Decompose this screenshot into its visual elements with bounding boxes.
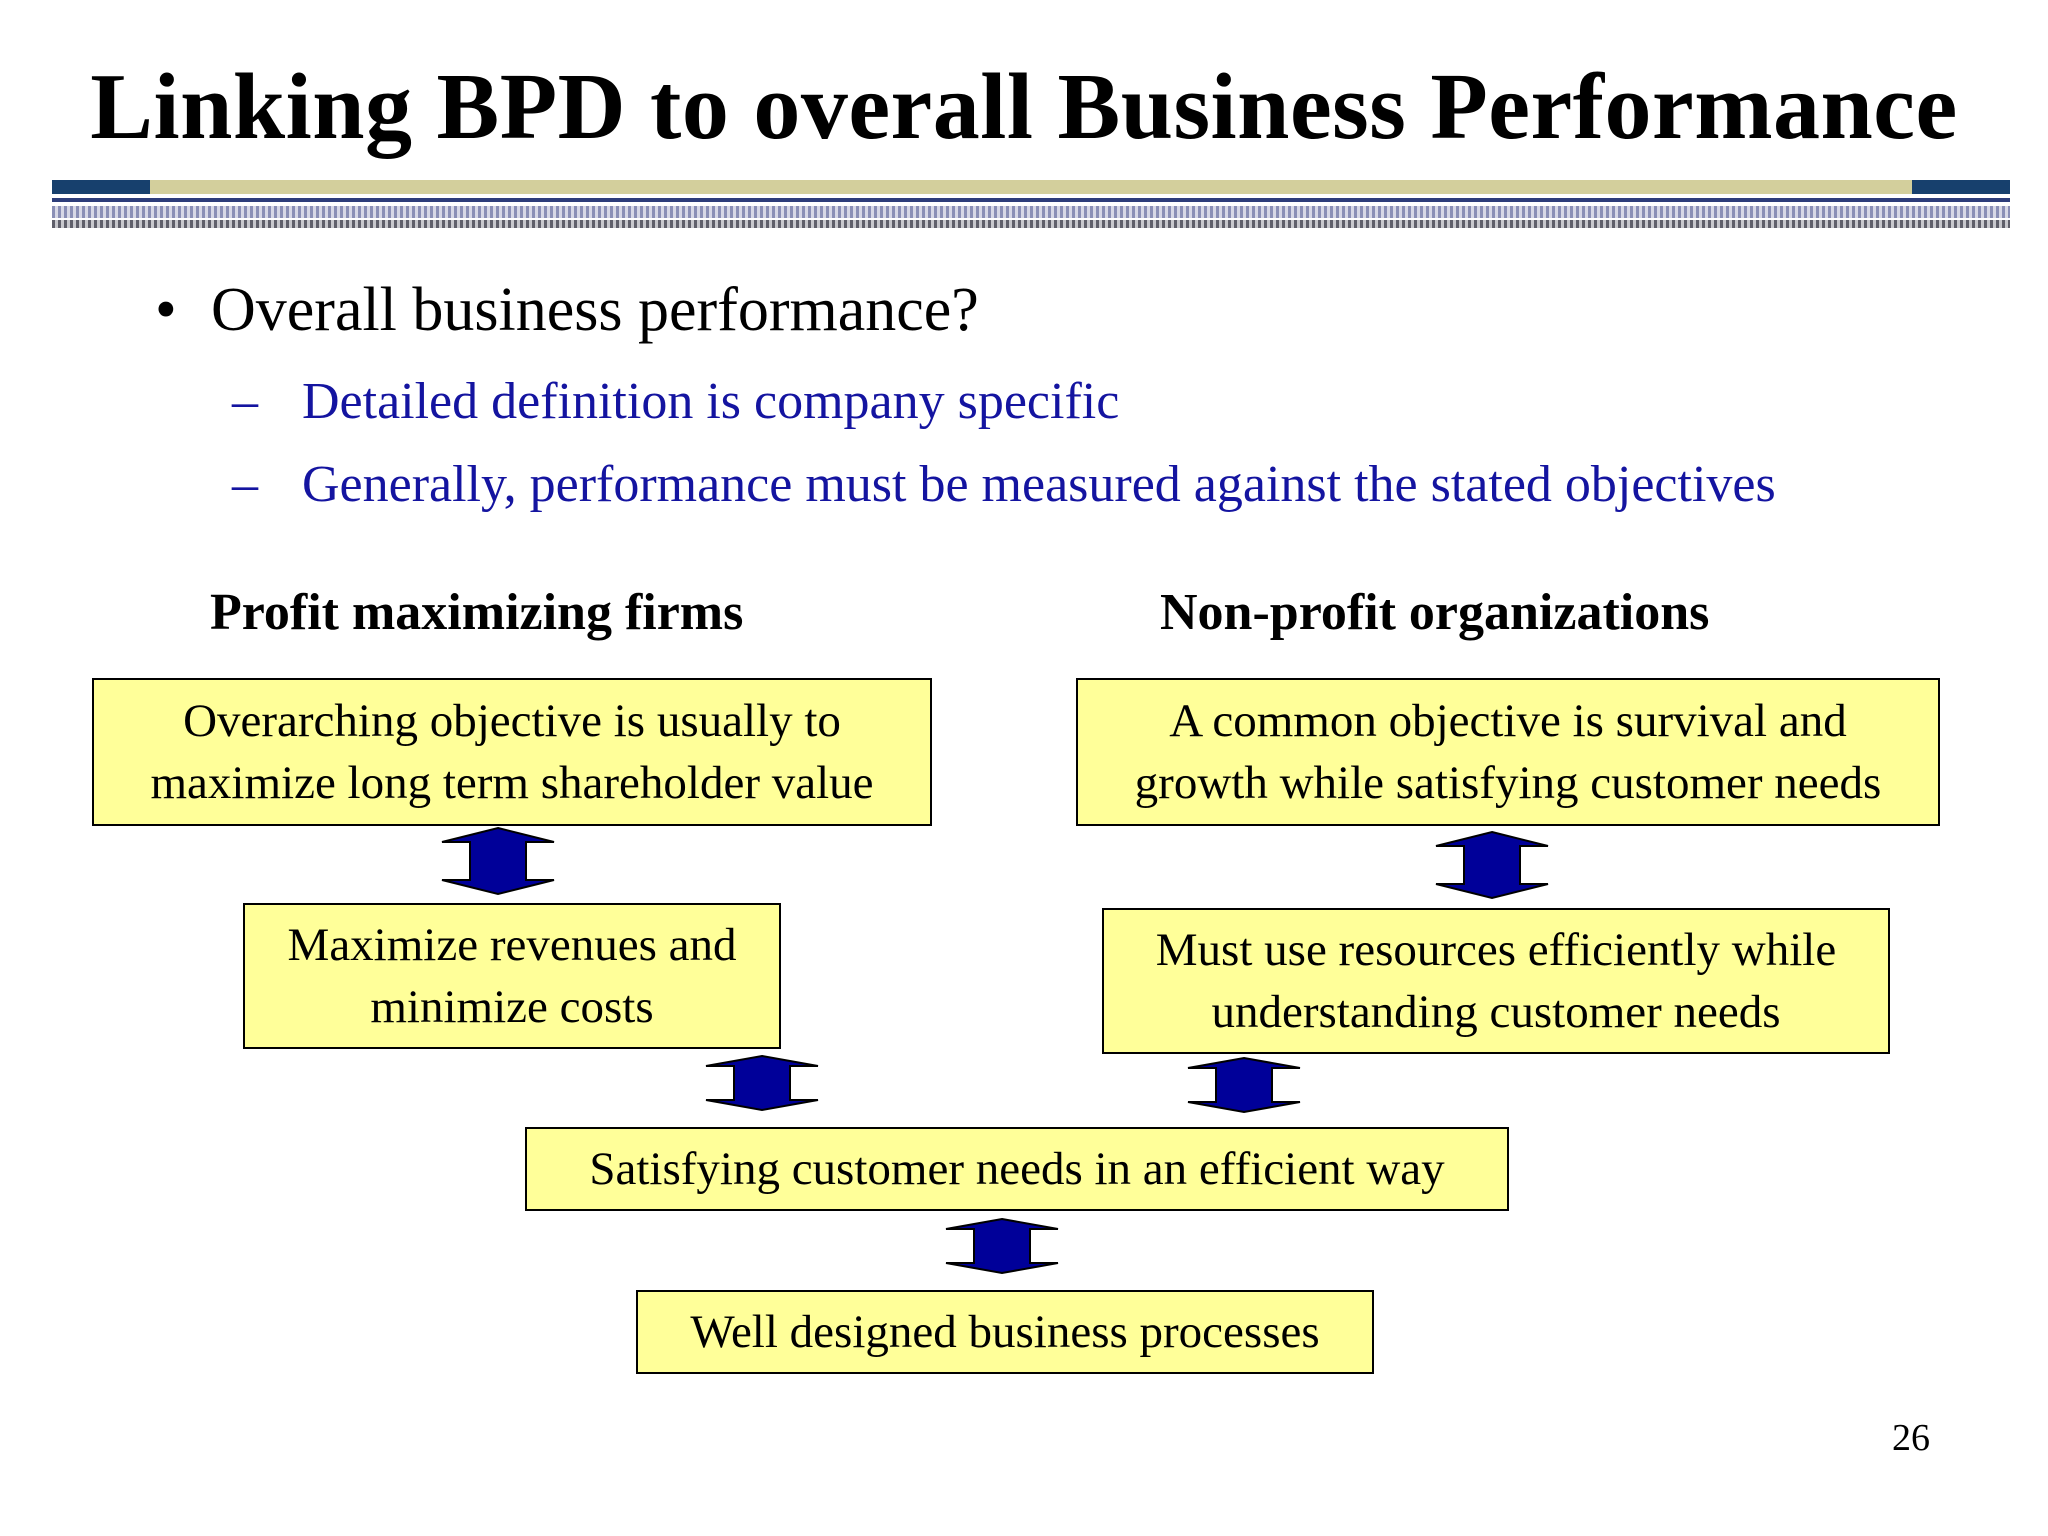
box-line: understanding customer needs (1211, 986, 1781, 1038)
title-rule-line (52, 198, 2010, 202)
box-profit-revenues: Maximize revenues and minimize costs (243, 903, 781, 1049)
double-arrow-icon (1435, 830, 1549, 900)
sub-bullet-text: Generally, performance must be measured … (302, 456, 1776, 513)
title-rule-cap-right (1912, 180, 2010, 194)
double-arrow-icon (705, 1054, 819, 1112)
box-line: Maximize revenues and (287, 919, 737, 971)
box-line: Well designed business processes (690, 1306, 1320, 1358)
bullet-marker: • (155, 276, 177, 344)
double-arrow-icon (441, 826, 555, 896)
title-rule-stripe-dark (52, 220, 2010, 228)
box-line: growth while satisfying customer needs (1134, 757, 1882, 809)
box-line: minimize costs (370, 981, 654, 1033)
double-arrow-icon (1187, 1056, 1301, 1114)
sub-bullet-marker: – (232, 373, 258, 430)
box-line: A common objective is survival and (1169, 695, 1847, 747)
title-rule-cap-left (52, 180, 150, 194)
box-business-processes: Well designed business processes (636, 1290, 1374, 1374)
box-profit-objective: Overarching objective is usually to maxi… (92, 678, 932, 826)
box-line: Satisfying customer needs in an efficien… (589, 1143, 1445, 1195)
title-rule-band (52, 180, 2010, 194)
sub-bullet-definition: – Detailed definition is company specific (232, 367, 1119, 437)
heading-profit-firms: Profit maximizing firms (210, 584, 744, 641)
heading-nonprofit-organizations: Non-profit organizations (1160, 584, 1710, 641)
box-line: Overarching objective is usually to (183, 695, 841, 747)
box-customer-needs: Satisfying customer needs in an efficien… (525, 1127, 1509, 1211)
box-line: Must use resources efficiently while (1155, 924, 1837, 976)
bullet-text: Overall business performance? (211, 276, 979, 344)
sub-bullet-measured: – Generally, performance must be measured… (232, 450, 1776, 520)
bullet-overall-performance: • Overall business performance? (155, 270, 979, 350)
title-rule-stripe (52, 206, 2010, 218)
double-arrow-icon (945, 1217, 1059, 1275)
sub-bullet-marker: – (232, 456, 258, 513)
page-number: 26 (1892, 1417, 1930, 1459)
sub-bullet-text: Detailed definition is company specific (302, 373, 1120, 430)
box-nonprofit-objective: A common objective is survival and growt… (1076, 678, 1940, 826)
box-nonprofit-resources: Must use resources efficiently while und… (1102, 908, 1890, 1054)
box-line: maximize long term shareholder value (150, 757, 874, 809)
slide-title: Linking BPD to overall Business Performa… (90, 55, 1958, 159)
